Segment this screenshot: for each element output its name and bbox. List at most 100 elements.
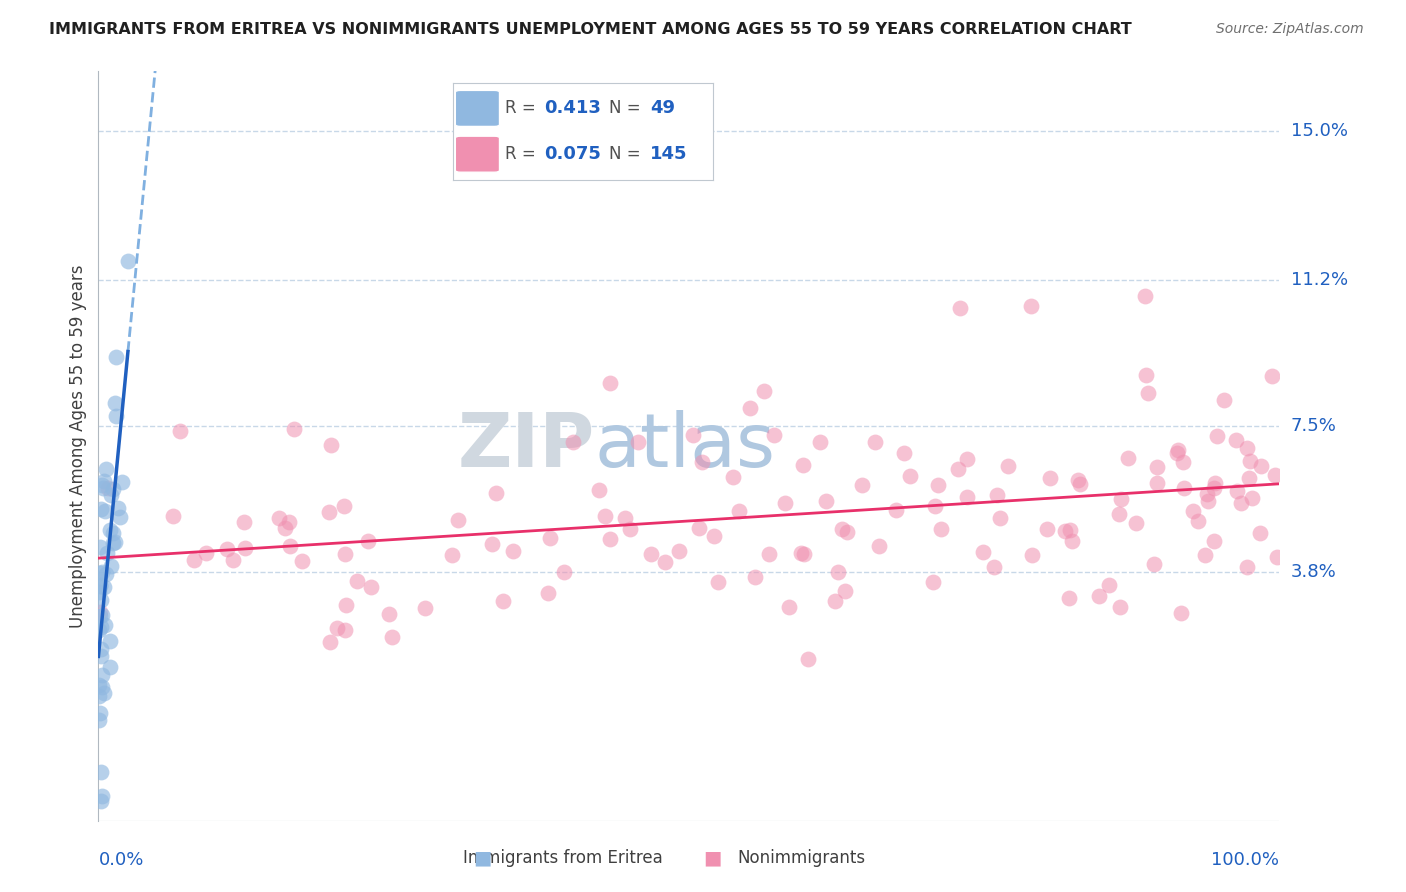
Point xyxy=(773,495,796,509)
Point xyxy=(90,641,112,656)
Point xyxy=(956,452,979,467)
Point xyxy=(485,485,508,500)
Point xyxy=(96,546,118,560)
Point xyxy=(90,649,112,664)
Point xyxy=(929,522,952,536)
Point xyxy=(105,350,128,364)
Point xyxy=(1182,504,1205,518)
Point xyxy=(924,499,946,513)
Point xyxy=(1098,578,1121,592)
Point xyxy=(94,617,117,632)
Point xyxy=(90,794,112,808)
Point xyxy=(824,594,846,608)
Point xyxy=(1236,441,1258,455)
Point xyxy=(91,607,114,622)
Point xyxy=(1108,508,1130,522)
Point xyxy=(222,553,245,567)
Point xyxy=(90,501,112,516)
Point xyxy=(1170,606,1192,620)
Point xyxy=(1133,288,1156,302)
Point xyxy=(797,652,820,666)
Point xyxy=(972,545,994,559)
Point xyxy=(1167,443,1189,458)
Point xyxy=(983,560,1005,574)
Point xyxy=(986,487,1008,501)
Point xyxy=(98,523,121,537)
Point xyxy=(1039,471,1062,485)
Point xyxy=(1260,368,1282,383)
Text: 3.8%: 3.8% xyxy=(1291,563,1336,582)
Point xyxy=(183,552,205,566)
Point xyxy=(291,554,314,568)
Point xyxy=(827,566,849,580)
Point xyxy=(738,401,761,416)
Point xyxy=(898,469,921,483)
Point xyxy=(381,630,404,644)
Point xyxy=(831,522,853,536)
Point xyxy=(93,474,115,488)
Point xyxy=(326,621,349,635)
Point xyxy=(87,624,110,638)
Point xyxy=(1125,516,1147,531)
Point xyxy=(1116,450,1139,465)
Point xyxy=(1267,549,1289,564)
Point xyxy=(111,475,134,489)
Point xyxy=(87,584,110,599)
Point xyxy=(90,668,112,682)
Point xyxy=(927,478,949,492)
Point xyxy=(89,608,111,623)
Point xyxy=(502,544,524,558)
Point xyxy=(89,579,111,593)
Point xyxy=(101,482,124,496)
Point xyxy=(654,555,676,569)
Point xyxy=(217,542,239,557)
Point xyxy=(988,511,1011,525)
Point xyxy=(1197,487,1219,501)
Point xyxy=(540,531,562,545)
Point xyxy=(1166,446,1188,460)
Text: ■: ■ xyxy=(472,848,492,868)
Point xyxy=(668,544,690,558)
Point xyxy=(537,586,560,600)
Text: 15.0%: 15.0% xyxy=(1291,121,1347,139)
Point xyxy=(107,500,129,515)
Point xyxy=(232,515,254,529)
Point xyxy=(627,434,650,449)
Point xyxy=(1202,482,1225,496)
Point xyxy=(162,508,184,523)
Point xyxy=(101,525,124,540)
Point xyxy=(619,522,641,536)
Point xyxy=(357,533,380,548)
Point xyxy=(851,478,873,492)
Point xyxy=(1109,600,1132,615)
Point xyxy=(267,510,290,524)
Text: 0.0%: 0.0% xyxy=(98,851,143,869)
Point xyxy=(89,706,111,720)
Text: IMMIGRANTS FROM ERITREA VS NONIMMIGRANTS UNEMPLOYMENT AMONG AGES 55 TO 59 YEARS : IMMIGRANTS FROM ERITREA VS NONIMMIGRANTS… xyxy=(49,22,1132,37)
Point xyxy=(1019,299,1042,313)
Point xyxy=(90,765,112,780)
Point xyxy=(98,659,121,673)
Point xyxy=(690,455,713,469)
Point xyxy=(195,546,218,560)
Point xyxy=(94,504,117,518)
Point xyxy=(1054,524,1077,538)
Point xyxy=(89,566,111,580)
Point xyxy=(100,558,122,573)
Point xyxy=(1237,471,1260,485)
Point xyxy=(319,635,342,649)
Point xyxy=(93,580,115,594)
Point xyxy=(1146,475,1168,490)
Point xyxy=(89,605,111,619)
Point xyxy=(721,470,744,484)
Point xyxy=(1146,459,1168,474)
Point xyxy=(1060,534,1083,549)
Point xyxy=(1250,459,1272,474)
Point xyxy=(90,619,112,633)
Point xyxy=(752,384,775,398)
Point xyxy=(1194,548,1216,562)
Point xyxy=(997,459,1019,474)
Point xyxy=(1236,560,1258,574)
Point xyxy=(87,713,110,727)
Point xyxy=(1173,481,1195,495)
